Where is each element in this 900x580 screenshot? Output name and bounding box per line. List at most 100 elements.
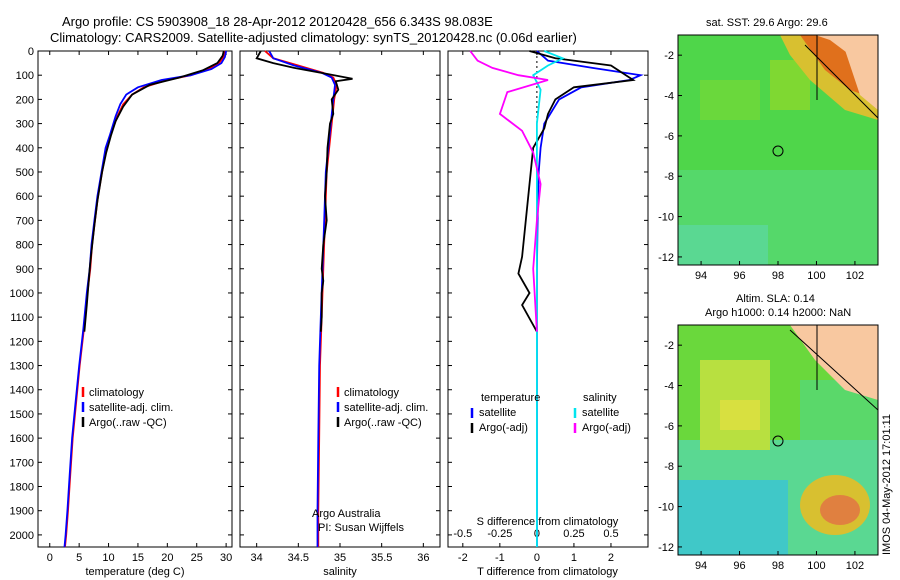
map-x-tick-label: 96	[733, 270, 745, 282]
map-x-tick-label: 98	[772, 560, 784, 572]
series-line-salinity-argo-adj-	[469, 50, 549, 332]
legend-label: satellite-adj. clim.	[89, 402, 173, 414]
x-tick-label: 0	[47, 552, 53, 564]
map-x-tick-label: 94	[695, 560, 707, 572]
y-tick-label: 1300	[10, 361, 34, 373]
series-line-temperature-argo-adj-	[517, 50, 636, 333]
sla-map-title: Altim. SLA: 0.14	[736, 293, 815, 305]
profile-panel-0: 0 5 10 15 20 25 300100200300400500600700800900…	[10, 46, 233, 564]
series-line-argo-raw-qc-	[255, 50, 353, 332]
map-y-tick-label: -4	[664, 91, 674, 103]
x-tick-label: 0	[534, 552, 540, 564]
legend-label: Argo(..raw -QC)	[344, 417, 422, 429]
legend-sal-title: salinity	[583, 392, 617, 404]
x-tick-label: 34.5	[288, 552, 309, 564]
map-axes-3: 94 96 98 100 102 -2 -4 -6 -8 -10 -12	[658, 50, 864, 282]
x-tick-label: 1	[571, 552, 577, 564]
y-tick-label: 600	[16, 191, 34, 203]
profile-panel-1: 34 34.5 35 35.5 36 climatology satellite-adj. …	[239, 50, 441, 564]
map-y-tick-label: -6	[664, 421, 674, 433]
y-tick-label: 300	[16, 119, 34, 131]
x-tick-label: 35.5	[371, 552, 392, 564]
sla-map-subtitle: Argo h1000: 0.14 h2000: NaN	[705, 307, 852, 319]
plot-frame	[37, 50, 233, 548]
x-top-tick-label: -0.5	[453, 528, 472, 540]
y-tick-label: 900	[16, 264, 34, 276]
sla-map	[677, 324, 879, 556]
y-tick-label: 700	[16, 215, 34, 227]
title-line-2: Climatology: CARS2009. Satellite-adjuste…	[50, 30, 577, 45]
y-tick-label: 1600	[10, 433, 34, 445]
series-line-temperature-satellite	[536, 50, 644, 547]
diff-xlabel-top: S difference from climatology	[476, 516, 619, 528]
x-tick-label: 36	[417, 552, 429, 564]
map-y-tick-label: -2	[664, 340, 674, 352]
x-tick-label: 30	[220, 552, 232, 564]
plot-frame	[239, 50, 441, 548]
legend-label: satellite	[582, 407, 619, 419]
y-tick-label: 1700	[10, 457, 34, 469]
y-tick-label: 1400	[10, 385, 34, 397]
map-x-tick-label: 94	[695, 270, 707, 282]
map-x-tick-label: 100	[807, 270, 825, 282]
x-top-tick-label: 0.25	[563, 528, 584, 540]
y-tick-label: 1900	[10, 506, 34, 518]
map-y-tick-label: -10	[658, 502, 674, 514]
x-top-tick-label: 0.5	[603, 528, 618, 540]
x-tick-label: 5	[76, 552, 82, 564]
x-tick-label: 15	[132, 552, 144, 564]
pi-note: PI: Susan Wijffels	[318, 522, 404, 534]
map-axes-4: 94 96 98 100 102 -2 -4 -6 -8 -10 -12	[658, 340, 864, 572]
legend-label: Argo(..raw -QC)	[89, 417, 167, 429]
map-y-tick-label: -12	[658, 542, 674, 554]
legend-label: climatology	[89, 387, 145, 399]
y-tick-label: 1500	[10, 409, 34, 421]
title-line-1: Argo profile: CS 5903908_18 28-Apr-2012 …	[62, 14, 493, 29]
y-tick-label: 500	[16, 167, 34, 179]
x-top-tick-label: -0.25	[487, 528, 512, 540]
x-tick-label: 20	[161, 552, 173, 564]
sst-map	[677, 34, 879, 266]
legend-label: climatology	[344, 387, 400, 399]
y-tick-label: 1100	[10, 312, 34, 324]
y-tick-label: 100	[16, 70, 34, 82]
x-tick-label: 35	[334, 552, 346, 564]
y-tick-label: 1200	[10, 336, 34, 348]
legend-label: satellite-adj. clim.	[344, 402, 428, 414]
series-line-satellite-adj-clim-	[268, 50, 336, 547]
y-tick-label: 800	[16, 240, 34, 252]
map-x-tick-label: 98	[772, 270, 784, 282]
map-y-tick-label: -4	[664, 381, 674, 393]
series-line-salinity-satellite	[532, 50, 566, 547]
map-y-tick-label: -2	[664, 50, 674, 62]
imos-credit: IMOS 04-May-2012 17:01:11	[881, 413, 893, 555]
series-line-climatology	[264, 50, 338, 547]
series-line-satellite-adj-clim-	[63, 50, 227, 548]
x-tick-label: 25	[191, 552, 203, 564]
x-tick-label: 10	[102, 552, 114, 564]
map-y-tick-label: -8	[664, 171, 674, 183]
x-tick-label: -2	[458, 552, 468, 564]
legend-temp-title: temperature	[481, 392, 540, 404]
y-tick-label: 1800	[10, 482, 34, 494]
x-tick-label: -1	[495, 552, 505, 564]
y-tick-label: 0	[28, 46, 34, 58]
map-x-tick-label: 96	[733, 560, 745, 572]
map-x-tick-label: 102	[846, 270, 864, 282]
map-y-tick-label: -12	[658, 252, 674, 264]
y-tick-label: 2000	[10, 530, 34, 542]
x-tick-label: 34	[251, 552, 263, 564]
argo-australia-note: Argo Australia	[312, 508, 381, 520]
series-line-climatology	[64, 50, 226, 548]
plot-frame	[447, 50, 649, 548]
legend-label: Argo(-adj)	[582, 422, 631, 434]
sst-map-title: sat. SST: 29.6 Argo: 29.6	[706, 17, 828, 29]
map-x-tick-label: 100	[807, 560, 825, 572]
legend-label: Argo(-adj)	[479, 422, 528, 434]
map-y-tick-label: -10	[658, 212, 674, 224]
sal-xlabel: salinity	[323, 566, 357, 578]
temp-xlabel: temperature (deg C)	[85, 566, 185, 578]
map-y-tick-label: -8	[664, 461, 674, 473]
